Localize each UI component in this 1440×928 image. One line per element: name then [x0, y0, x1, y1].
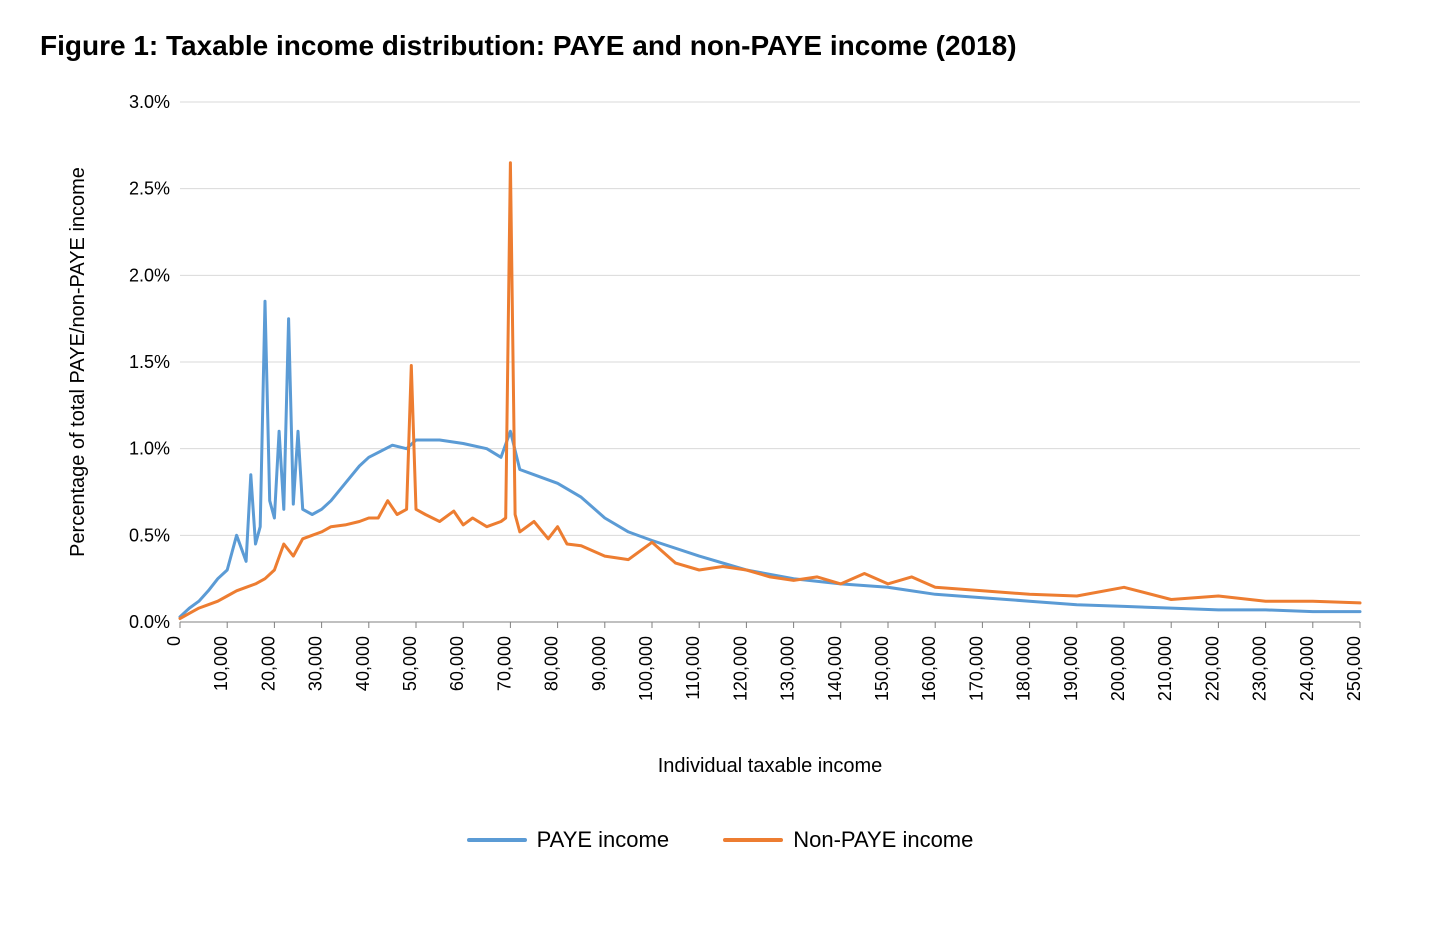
svg-text:230,000: 230,000 — [1250, 636, 1270, 701]
svg-text:170,000: 170,000 — [966, 636, 986, 701]
legend-item-paye: PAYE income — [467, 827, 669, 853]
svg-text:60,000: 60,000 — [447, 636, 467, 691]
svg-text:100,000: 100,000 — [636, 636, 656, 701]
svg-text:160,000: 160,000 — [919, 636, 939, 701]
svg-text:80,000: 80,000 — [542, 636, 562, 691]
svg-text:Percentage of total PAYE/non-: Percentage of total PAYE/non-PAYE income — [67, 167, 89, 557]
svg-text:0.5%: 0.5% — [129, 525, 170, 545]
svg-text:120,000: 120,000 — [730, 636, 750, 701]
svg-text:140,000: 140,000 — [825, 636, 845, 701]
legend-label-paye: PAYE income — [537, 827, 669, 853]
legend-swatch-nonpaye — [723, 838, 783, 842]
chart-legend: PAYE income Non-PAYE income — [40, 822, 1400, 853]
svg-text:2.0%: 2.0% — [129, 265, 170, 285]
svg-text:30,000: 30,000 — [306, 636, 326, 691]
legend-item-nonpaye: Non-PAYE income — [723, 827, 973, 853]
svg-text:220,000: 220,000 — [1202, 636, 1222, 701]
line-chart: 0.0% 0.5% 1.0% 1.5% 2.0% 2.5% 3.0% 0 10,000 20,00… — [60, 82, 1380, 802]
figure-container: Figure 1: Taxable income distribution: P… — [0, 0, 1440, 928]
svg-text:110,000: 110,000 — [683, 636, 703, 700]
svg-text:90,000: 90,000 — [589, 636, 609, 691]
legend-swatch-paye — [467, 838, 527, 842]
svg-text:40,000: 40,000 — [353, 636, 373, 691]
svg-text:150,000: 150,000 — [872, 636, 892, 701]
svg-text:Individual taxable income: Individual taxable income — [658, 755, 883, 777]
svg-text:0: 0 — [164, 636, 184, 646]
svg-text:2.5%: 2.5% — [129, 179, 170, 199]
figure-title: Figure 1: Taxable income distribution: P… — [40, 30, 1400, 62]
svg-text:190,000: 190,000 — [1061, 636, 1081, 701]
svg-text:3.0%: 3.0% — [129, 92, 170, 112]
svg-text:1.0%: 1.0% — [129, 439, 170, 459]
svg-text:0.0%: 0.0% — [129, 612, 170, 632]
svg-text:210,000: 210,000 — [1155, 636, 1175, 701]
svg-text:240,000: 240,000 — [1297, 636, 1317, 701]
svg-text:180,000: 180,000 — [1014, 636, 1034, 701]
svg-text:1.5%: 1.5% — [129, 352, 170, 372]
svg-text:250,000: 250,000 — [1344, 636, 1364, 701]
svg-text:200,000: 200,000 — [1108, 636, 1128, 701]
chart-svg: 0.0% 0.5% 1.0% 1.5% 2.0% 2.5% 3.0% 0 10,000 20,00… — [60, 82, 1380, 802]
svg-text:10,000: 10,000 — [211, 636, 231, 691]
svg-text:70,000: 70,000 — [494, 636, 514, 691]
svg-text:130,000: 130,000 — [778, 636, 798, 701]
svg-text:50,000: 50,000 — [400, 636, 420, 691]
svg-text:20,000: 20,000 — [258, 636, 278, 691]
legend-label-nonpaye: Non-PAYE income — [793, 827, 973, 853]
